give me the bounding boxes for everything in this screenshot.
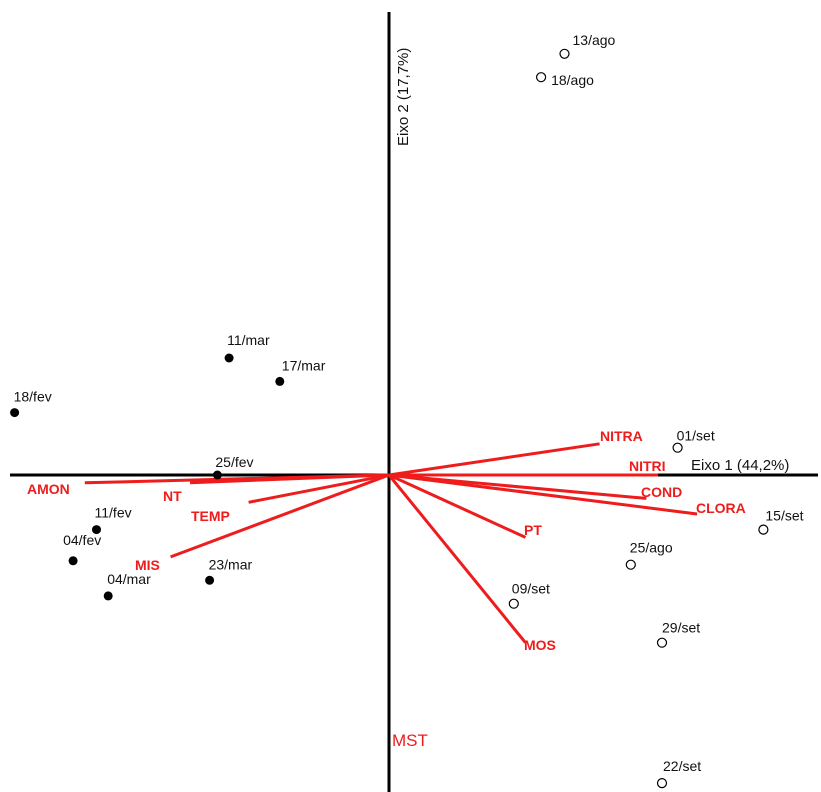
vector-label-amon: AMON [27,481,70,497]
point-29-set [656,637,668,648]
point-label-09-set: 09/set [512,581,550,597]
points-layer: 13/ago 18/ago 01/set 15/set 25/ago 09/set 29/s… [10,32,804,789]
point-25-fev [212,470,222,480]
point-label-18-ago: 18/ago [551,72,594,88]
vector-label-pt: PT [524,522,542,538]
vector-temp [248,473,390,504]
point-label-11-fev: 11/fev [95,505,132,521]
point-label-04-fev: 04/fev [63,532,101,548]
vector-label-clora: CLORA [696,500,746,516]
point-22-set [656,777,668,789]
point-18-fev [10,408,20,418]
point-label-25-ago: 25/ago [630,540,673,556]
point-25-ago [625,559,636,570]
point-label-18-fev: 18/fev [14,389,52,405]
vector-pt [388,473,527,539]
x-axis-title: Eixo 1 (44,2%) [691,457,789,474]
point-11-fev [92,525,101,535]
point-label-23-mar: 23/mar [209,556,253,572]
vector-label-mos: MOS [524,637,556,653]
point-01-set [672,442,683,453]
vector-mos [387,474,527,644]
point-15-set [758,524,769,535]
vector-label-temp: TEMP [191,508,230,524]
vectors-layer: NITRA NITRI COND CLORA PT MOS AMON NT TEMP MIS [27,428,746,653]
point-label-13-ago: 13/ago [573,32,616,48]
vector-mis [170,473,390,559]
point-13-ago [559,48,570,59]
point-17-mar [275,376,285,386]
vector-label-nitri: NITRI [629,458,666,474]
point-04-mar [103,591,113,601]
y-axis-title: Eixo 2 (17,7%) [395,48,412,146]
point-label-11-mar: 11/mar [227,332,270,348]
point-label-25-fev: 25/fev [215,454,253,470]
vector-cond [388,473,647,500]
point-label-15-set: 15/set [765,508,803,524]
point-18-ago [535,72,547,83]
point-label-04-mar: 04/mar [107,571,151,587]
point-label-17-mar: 17/mar [282,357,326,373]
vector-clora [388,473,698,516]
vector-label-mis: MIS [135,557,160,573]
vector-label-nt: NT [163,488,182,504]
vector-nitra [388,442,600,477]
vector-label-cond: COND [641,484,682,500]
axes [10,12,818,792]
point-label-29-set: 29/set [662,620,700,636]
point-04-fev [68,556,78,566]
point-label-01-set: 01/set [677,428,715,444]
vector-label-nitra: NITRA [600,428,643,444]
vector-nt [190,473,390,485]
point-11-mar [224,353,234,363]
point-09-set [508,598,519,609]
mst-label: MST [392,731,428,750]
point-23-mar [205,575,215,585]
point-label-22-set: 22/set [663,758,701,774]
